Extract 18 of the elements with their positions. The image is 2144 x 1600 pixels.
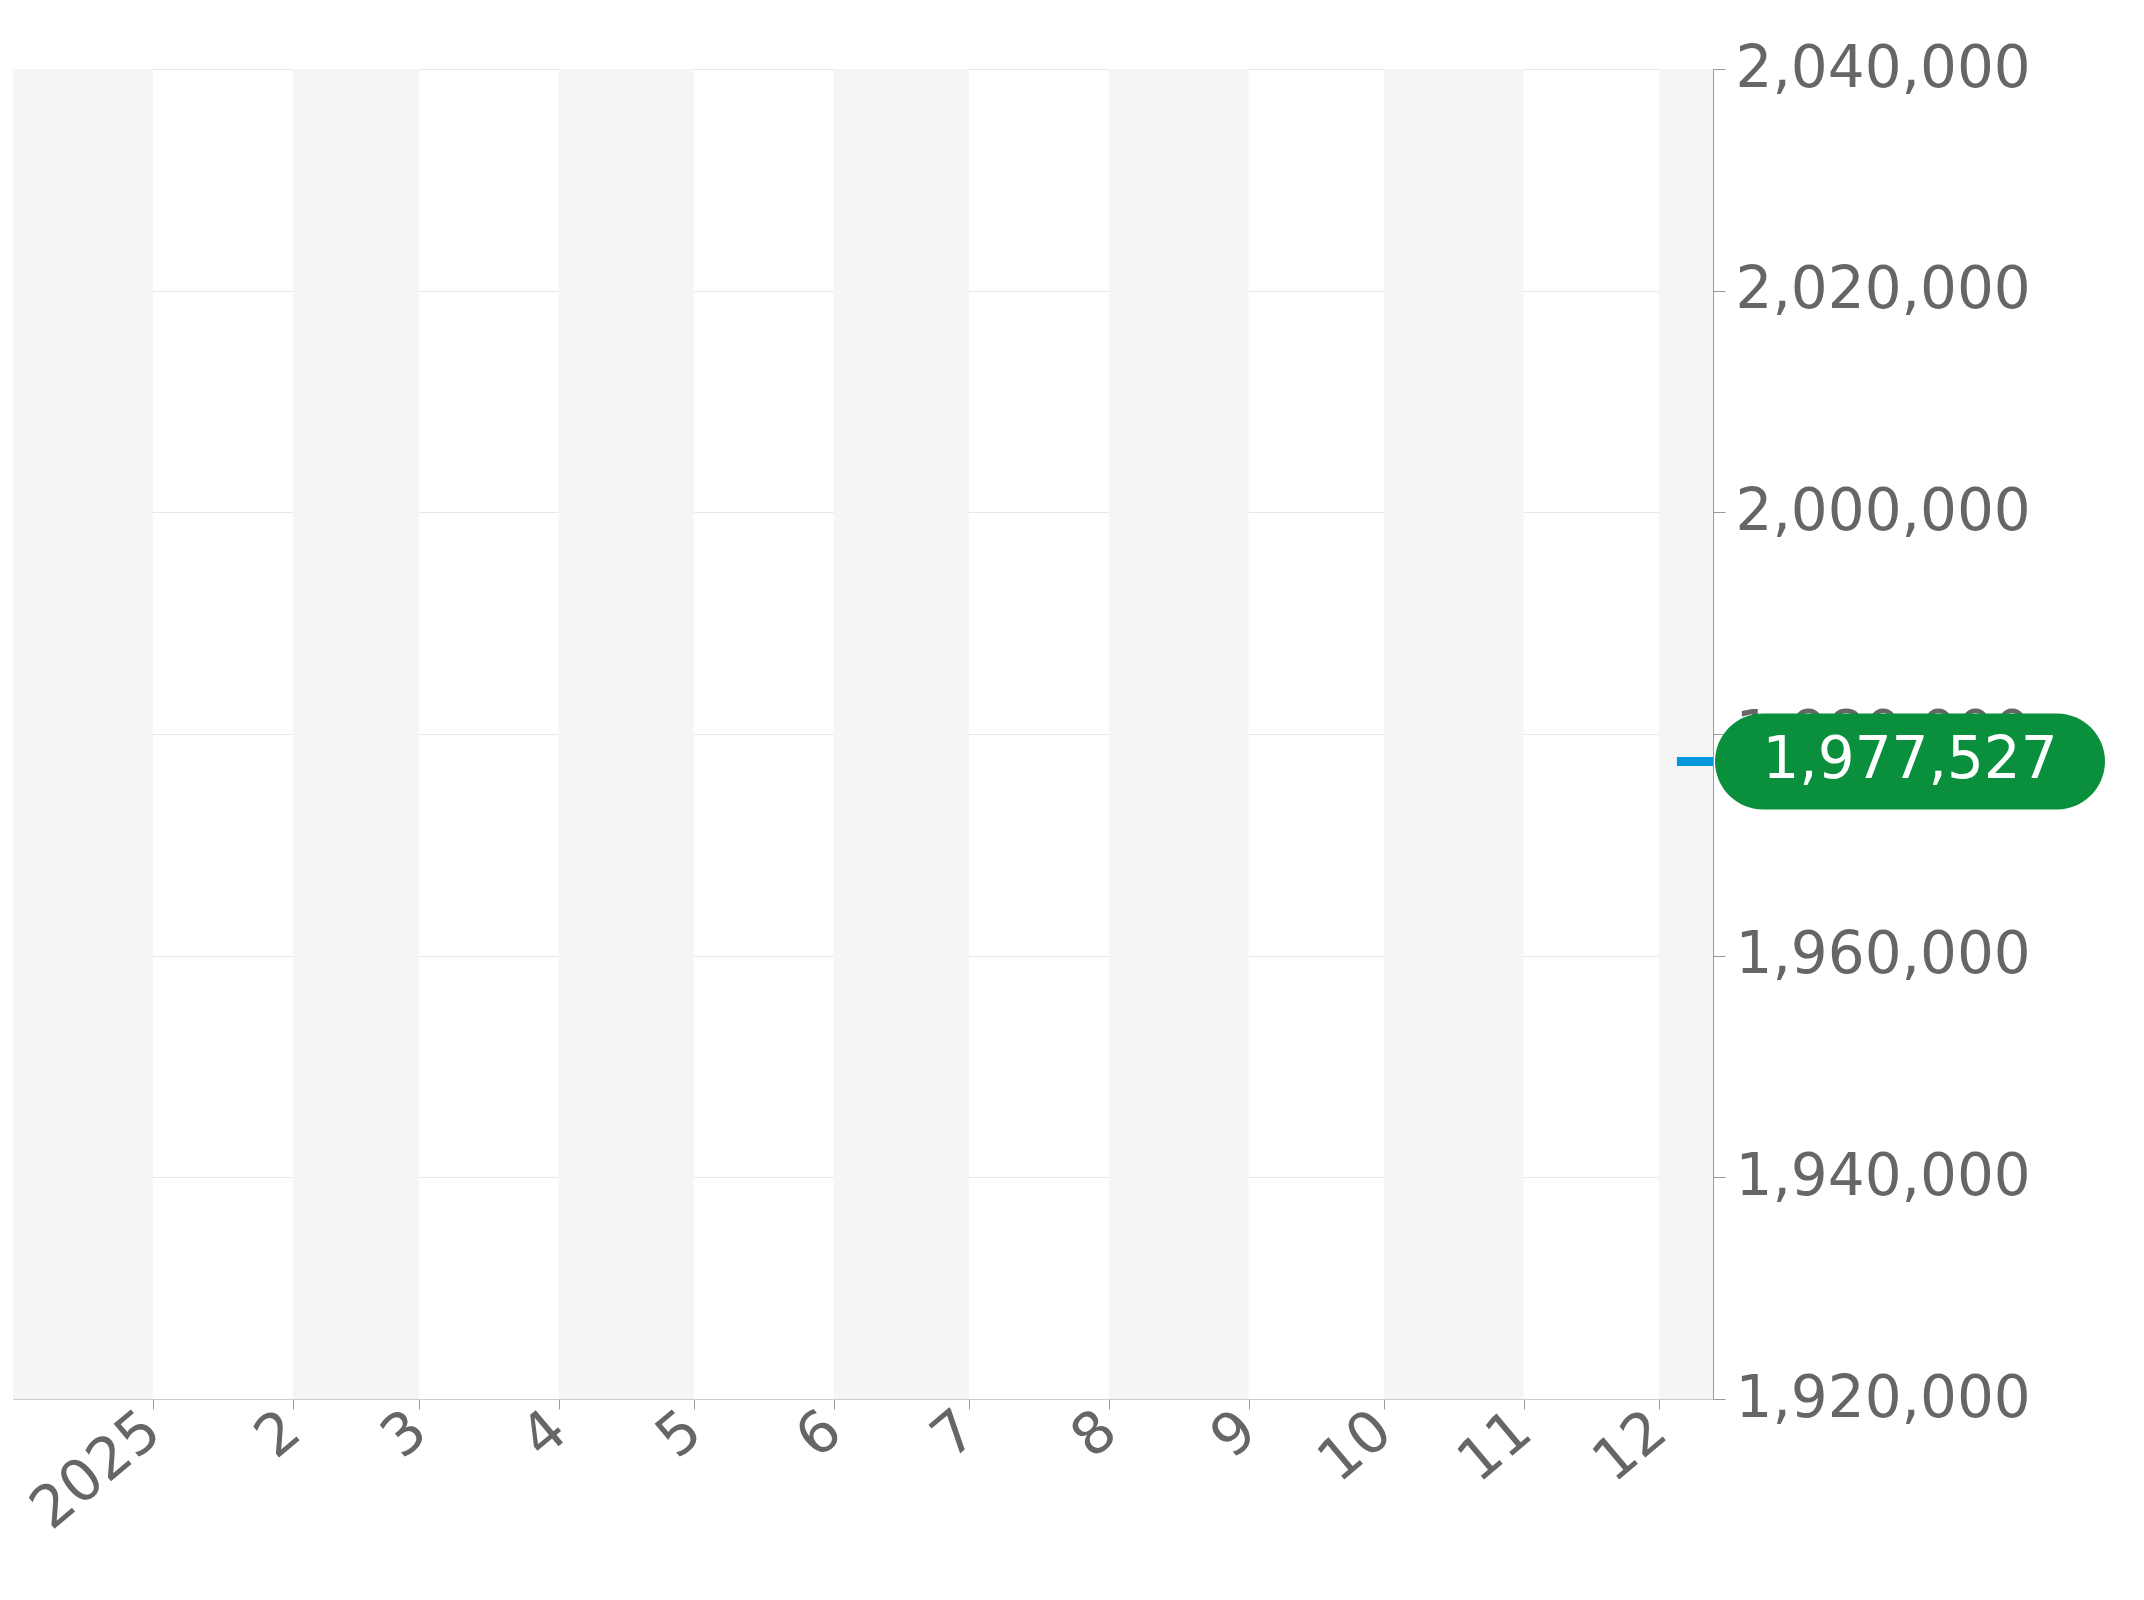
x-tick-label: 12 — [1579, 1395, 1680, 1495]
x-tick-label: 9 — [1196, 1395, 1269, 1471]
text: 1,977,527 — [1762, 724, 2058, 793]
y-tick-label: 2,040,000 — [1735, 32, 2031, 101]
x-tick-label: 6 — [782, 1395, 855, 1471]
y-tick-label: 1,920,000 — [1735, 1362, 2031, 1431]
x-tick-label: 11 — [1443, 1395, 1545, 1495]
x-tick-label: 3 — [367, 1395, 440, 1471]
x-tick-label: 2 — [241, 1395, 313, 1471]
x-tick-label: 5 — [642, 1395, 715, 1471]
x-tick-label: 7 — [917, 1395, 990, 1471]
x-tick-label: 8 — [1057, 1395, 1130, 1471]
y-tick-label: 1,960,000 — [1735, 919, 2031, 988]
x-tick-label: 10 — [1304, 1395, 1405, 1495]
y-tick-label: 1,940,000 — [1735, 1140, 2031, 1209]
y-tick-label: 2,020,000 — [1735, 254, 2031, 323]
x-tick-label: 4 — [507, 1395, 580, 1471]
y-tick-label: 2,000,000 — [1735, 475, 2031, 544]
